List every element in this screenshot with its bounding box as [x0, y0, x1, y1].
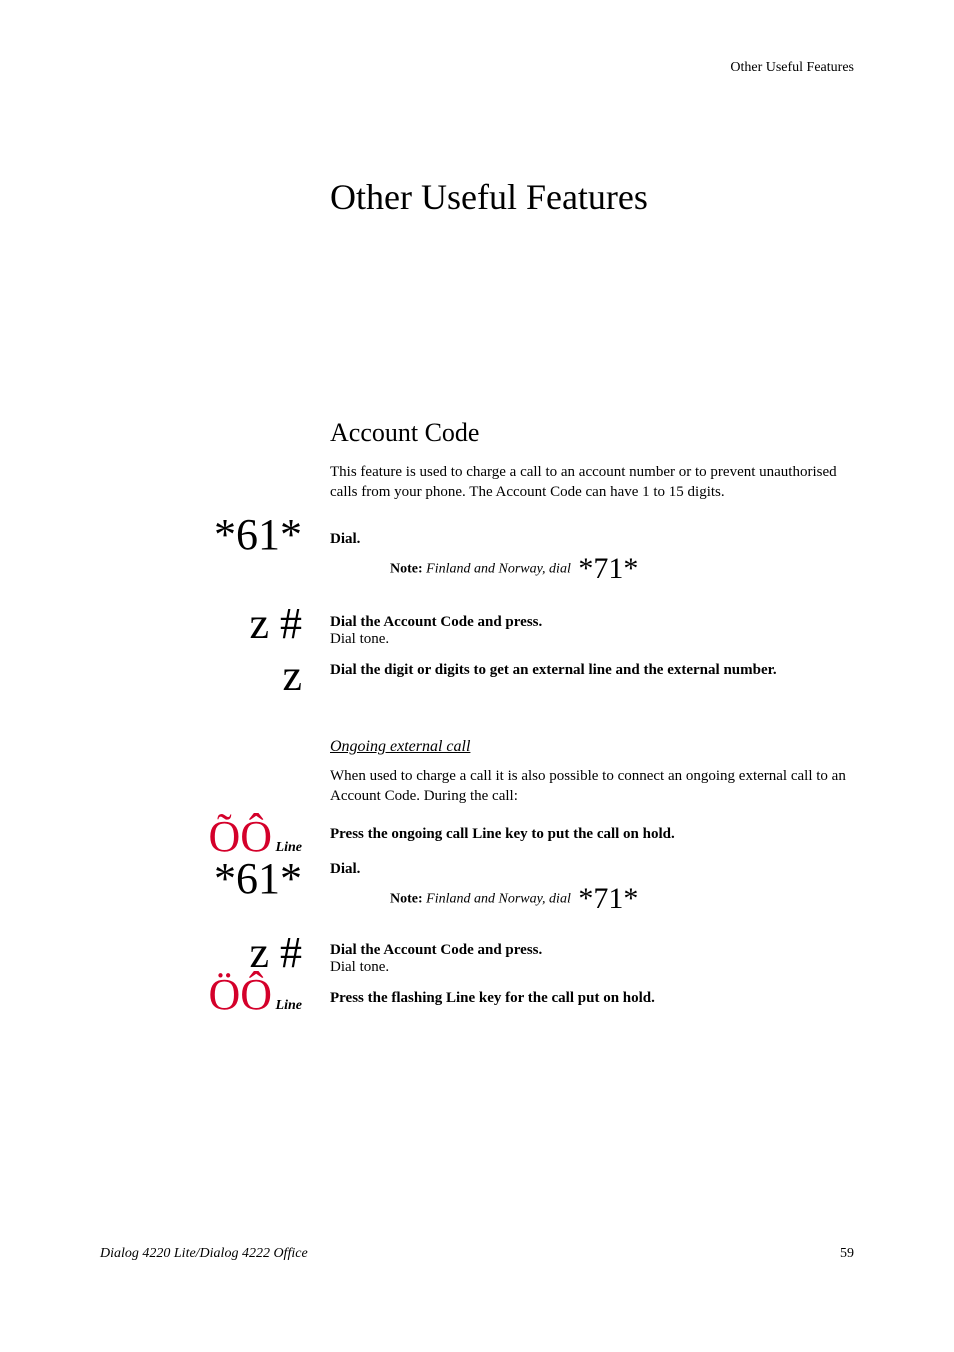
line-label: Line [272, 840, 302, 855]
section-intro: This feature is used to charge a call to… [330, 462, 854, 503]
dial-code-2: *61* [214, 854, 302, 903]
page: Other Useful Features Other Useful Featu… [0, 0, 954, 1352]
digit-symbol: z [282, 651, 302, 700]
note-code: *71* [578, 552, 638, 585]
subsection-intro: When used to charge a call it is also po… [330, 766, 854, 807]
step-1-text: Dial. [330, 531, 854, 548]
step-2-bold: Dial the Account Code and press. [330, 614, 854, 631]
account-code-symbol: z # [249, 599, 302, 648]
step2-2-text: Dial. [330, 861, 854, 878]
step2-3-plain: Dial tone. [330, 959, 854, 976]
step2-1: ÕÔ Line *61* Press the ongoing call Line… [100, 816, 854, 926]
note-text-2: Finland and Norway, dial [423, 892, 575, 907]
note-text: Finland and Norway, dial [423, 561, 575, 576]
note-label-2: Note: [390, 892, 423, 907]
note-label: Note: [390, 561, 423, 576]
page-number: 59 [840, 1246, 854, 1262]
footer-left: Dialog 4220 Lite/Dialog 4222 Office [100, 1246, 308, 1262]
step2-3-bold: Dial the Account Code and press. [330, 942, 854, 959]
footer: Dialog 4220 Lite/Dialog 4222 Office 59 [100, 1246, 854, 1262]
line-label-2: Line [272, 998, 302, 1013]
note-code-2: *71* [578, 882, 638, 915]
note-2: Note: Finland and Norway, dial *71* [390, 882, 854, 916]
step2-3: z # ÖÔ Line Dial the Account Code and pr… [100, 932, 854, 1016]
note-1: Note: Finland and Norway, dial *71* [390, 552, 854, 586]
header-right: Other Useful Features [100, 60, 854, 76]
step2-4-text: Press the flashing Line key for the call… [330, 990, 854, 1007]
subsection-title: Ongoing external call [330, 738, 854, 756]
section-title: Account Code [330, 418, 854, 448]
step2-1-text: Press the ongoing call Line key to put t… [330, 826, 854, 843]
page-title: Other Useful Features [330, 176, 854, 218]
dial-code: *61* [214, 510, 302, 559]
flashing-line-icon: ÖÔ [208, 970, 272, 1019]
step-1: *61* Dial. Note: Finland and Norway, dia… [100, 513, 854, 596]
step-2-plain: Dial tone. [330, 631, 854, 648]
step-3: z Dial the digit or digits to get an ext… [100, 654, 854, 698]
step-2: z # Dial the Account Code and press. Dia… [100, 602, 854, 648]
step-3-text: Dial the digit or digits to get an exter… [330, 662, 854, 679]
